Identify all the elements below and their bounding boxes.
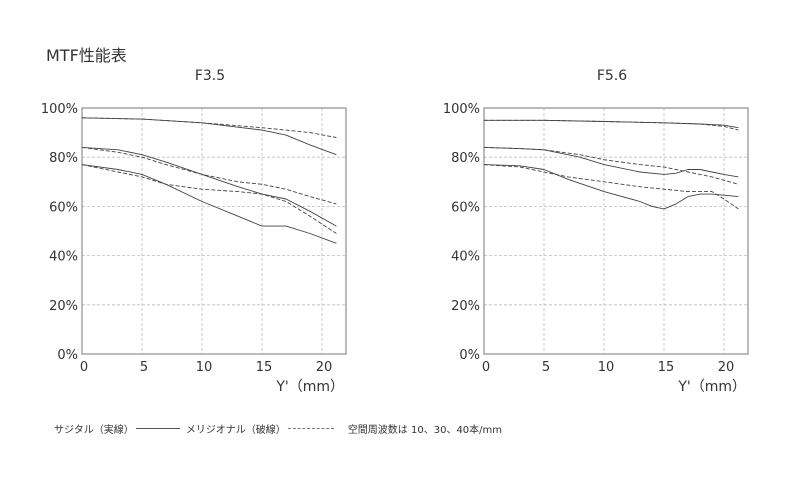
series-line-solid-5 [483,164,739,210]
plot-frame [483,107,749,355]
y-tick-label: 40% [49,250,78,265]
y-tick-label: 0% [459,348,480,363]
mtf-chart-2: F5.6 0% 20% 40% 60% 80% 100% 0 5 10 15 20 Y'（mm） [443,68,749,395]
y-tick-label: 40% [451,250,480,265]
legend-meridional-label: メリジオナル（破線） [185,424,286,436]
y-tick-label: 80% [451,151,480,166]
y-tick-label: 100% [41,102,78,117]
y-tick-label: 0% [57,348,78,363]
y-tick-label: 20% [451,299,480,314]
y-tick-label: 60% [451,200,480,215]
y-tick-label: 20% [49,299,78,314]
series-line-dashed-2 [484,119,739,131]
legend: サジタル（実線） メリジオナル（破線） 空間周波数は 10、30、40本/mm [54,421,503,436]
x-tick-label: 20 [316,360,333,375]
mtf-chart-1: F3.5 0% 20% 40% 60% 80% 100% 0 5 10 15 20 Y'（mm） [41,68,347,395]
x-tick-label: 5 [140,360,148,375]
x-tick-label: 5 [542,360,550,375]
x-axis-label: Y'（mm） [677,379,746,395]
x-tick-label: 10 [196,360,213,375]
y-tick-label: 100% [443,102,480,117]
series-line-solid-3 [483,146,739,178]
series-line-dashed-4 [483,146,739,185]
series-line-solid-3 [81,146,337,227]
series-line-dashed-2 [81,117,337,138]
x-tick-label: 15 [658,360,675,375]
x-tick-label: 15 [256,360,273,375]
legend-sagittal-label: サジタル（実線） [54,424,134,436]
page-title: MTF性能表 [46,46,127,65]
x-tick-label: 10 [598,360,615,375]
y-tick-label: 60% [49,200,78,215]
legend-note: 空間周波数は 10、30、40本/mm [347,424,503,436]
legend-dashed-line-sample [287,427,334,429]
x-axis-label: Y'（mm） [275,379,344,395]
y-tick-label: 80% [49,151,78,166]
x-tick-label: 20 [718,360,735,375]
chart-title: F3.5 [195,68,225,84]
series-line-dashed-6 [483,164,739,210]
series-line-dashed-6 [81,164,337,234]
x-tick-label: 0 [80,360,88,375]
series-line-solid-5 [81,164,337,244]
series-line-dashed-4 [81,146,337,205]
legend-solid-line-sample [135,427,180,429]
plot-frame [81,107,347,355]
chart-title: F5.6 [597,68,627,84]
x-tick-label: 0 [482,360,490,375]
